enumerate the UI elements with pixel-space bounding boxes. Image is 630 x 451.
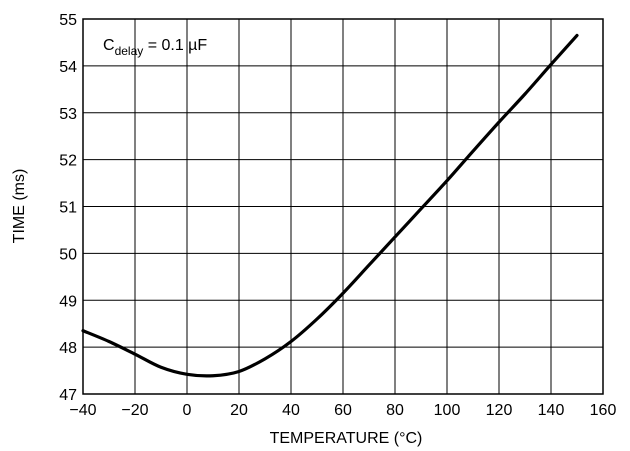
y-tick-label: 55 [59,12,77,29]
y-tick-label: 47 [59,387,77,404]
annotation-rest: = 0.1 µF [143,37,207,54]
y-tick-label: 51 [59,200,77,217]
annotation-label: Cdelay = 0.1 µF [103,37,207,58]
x-tick-label: 40 [282,402,300,419]
x-axis-label: TEMPERATURE (°C) [270,430,423,447]
y-tick-labels: 47 48 49 50 51 52 53 54 55 [59,12,77,404]
y-axis-label: TIME (ms) [11,169,28,244]
y-tick-label: 52 [59,153,77,170]
y-tick-label: 53 [59,106,77,123]
grid [82,18,604,395]
y-tick-label: 49 [59,293,77,310]
x-tick-label: 100 [434,402,461,419]
y-tick-label: 50 [59,246,77,263]
x-tick-label: −40 [69,402,96,419]
series-line [81,33,579,378]
y-tick-label: 54 [59,59,77,76]
annotation-subscript: delay [115,44,144,58]
x-tick-labels: −40 −20 0 20 40 60 80 100 120 140 160 [69,402,616,419]
x-tick-label: −20 [121,402,148,419]
x-tick-label: 0 [183,402,192,419]
x-tick-label: 160 [590,402,617,419]
x-tick-label: 140 [538,402,565,419]
x-tick-label: 120 [486,402,513,419]
x-tick-label: 20 [230,402,248,419]
x-tick-label: 80 [386,402,404,419]
plot-frame [82,18,604,395]
x-tick-label: 60 [334,402,352,419]
annotation-main: C [103,37,115,54]
y-tick-label: 48 [59,340,77,357]
